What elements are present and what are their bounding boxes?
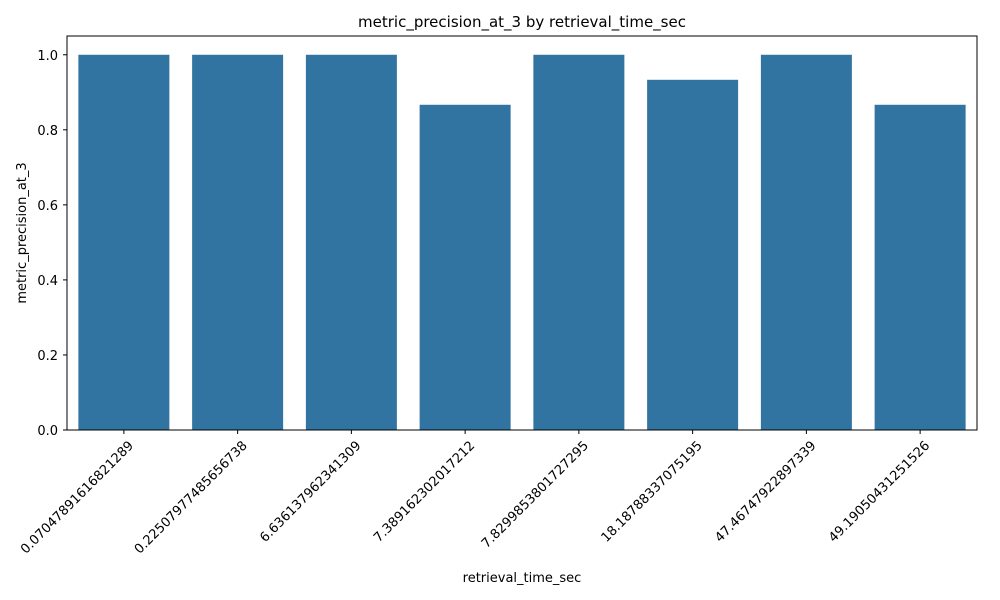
y-tick-label: 1.0 <box>37 49 58 64</box>
x-tick-label: 0.07047891616821289 <box>18 438 137 557</box>
x-tick-label: 0.22507977485656738 <box>132 438 251 557</box>
y-tick-label: 0.6 <box>37 199 58 214</box>
bar <box>78 54 170 431</box>
x-tick-label: 7.8299853801727295 <box>479 438 592 551</box>
bar <box>192 54 284 431</box>
x-axis-title: retrieval_time_sec <box>463 571 582 586</box>
bar <box>874 104 966 431</box>
chart-title: metric_precision_at_3 by retrieval_time_… <box>358 13 686 32</box>
x-tick-label: 7.389162302017212 <box>371 438 478 545</box>
y-tick-label: 0.4 <box>37 274 58 289</box>
bars-group <box>78 54 966 431</box>
y-tick-label: 0.0 <box>37 424 58 439</box>
y-axis-title: metric_precision_at_3 <box>15 162 30 303</box>
plot-frame <box>66 35 978 431</box>
x-tick-label: 49.19050431251526 <box>826 438 933 545</box>
bar <box>533 54 625 431</box>
bar <box>305 54 397 431</box>
y-tick-label: 0.2 <box>37 349 58 364</box>
y-tick-label: 0.8 <box>37 124 58 139</box>
bar <box>760 54 852 431</box>
bar <box>647 79 739 430</box>
bar <box>419 104 511 431</box>
x-tick-label: 18.18788337075195 <box>599 438 706 545</box>
x-tick-label: 47.46747922897339 <box>712 438 819 545</box>
x-tick-label: 6.636137962341309 <box>257 438 364 545</box>
y-axis: 0.0 0.2 0.4 0.6 0.8 1.0 <box>37 49 67 439</box>
